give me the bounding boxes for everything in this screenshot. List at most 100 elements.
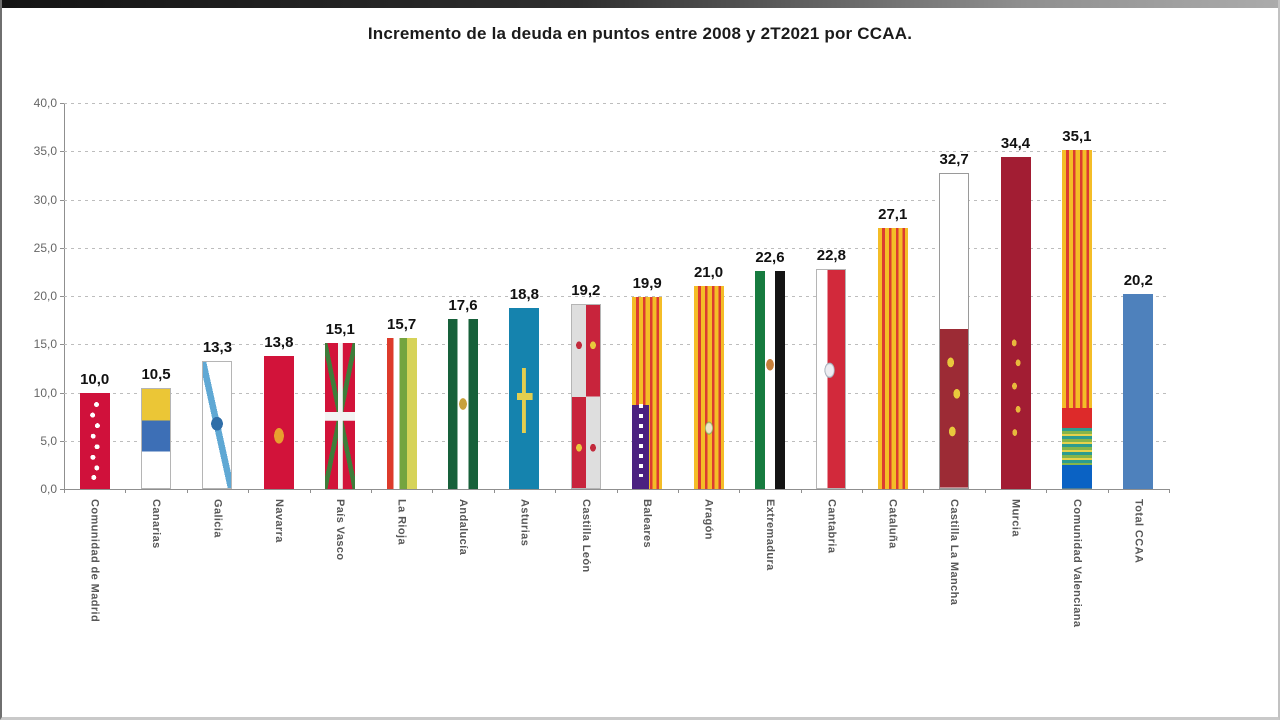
x-axis-tick [125, 489, 127, 493]
bar-column-valenciana: 35,1 Comunidad Valenciana [1046, 103, 1107, 627]
bar-value-label: 34,4 [1000, 135, 1031, 153]
bar-column-paisvasco: 15,1 País Vasco [310, 103, 371, 561]
y-axis-tick [60, 151, 64, 153]
bar-value-label: 19,9 [632, 274, 662, 292]
bar-column-castillalamancha: 32,7 Castilla La Mancha [923, 103, 984, 605]
gridline-30 [64, 199, 1169, 201]
x-axis-tick [1107, 489, 1109, 493]
y-tick-label: 40,0 [33, 96, 57, 110]
bar-value-label: 19,2 [571, 281, 601, 299]
bar-paisvasco [325, 343, 356, 489]
bar-asturias [509, 307, 540, 489]
x-axis-tick [739, 489, 741, 493]
bar-column-murcia: 34,4 Murcia [985, 103, 1046, 537]
y-axis-tick [60, 392, 64, 394]
bar-category-label: Castilla La Mancha [948, 499, 961, 606]
y-axis-tick [60, 103, 64, 104]
bar-column-andalucia: 17,6 Andalucía [432, 103, 493, 555]
bar-category-label: Castilla León [579, 499, 592, 573]
bar-column-total: 20,2 Total CCAA [1108, 103, 1169, 563]
bar-larioja [386, 337, 417, 489]
bar-cataluna [877, 227, 908, 489]
chart-title: Incremento de la deuda en puntos entre 2… [367, 24, 913, 43]
y-axis-tick [60, 247, 64, 249]
y-axis-tick [60, 344, 64, 346]
gridline-5 [64, 440, 1169, 442]
x-axis-tick [1046, 489, 1048, 493]
bar-valenciana [1061, 150, 1092, 489]
bar-category-label: Extremadura [763, 499, 776, 571]
x-axis-tick [370, 489, 372, 493]
bar-value-label: 27,1 [878, 205, 908, 223]
y-tick-label: 20,0 [33, 289, 57, 303]
bar-navarra [263, 355, 294, 489]
x-axis-tick [862, 489, 864, 493]
bar-value-label: 13,3 [202, 338, 233, 356]
bar-value-label: 20,2 [1123, 272, 1153, 290]
bar-aragon [693, 286, 724, 489]
bar-value-label: 21,0 [693, 264, 724, 282]
y-tick-label: 10,0 [33, 385, 57, 400]
bar-category-label: Cantabria [825, 499, 838, 554]
bar-column-galicia: 13,3 Galicia [187, 103, 248, 538]
x-axis-tick [677, 489, 679, 493]
y-tick-label: 15,0 [33, 337, 57, 352]
y-tick-label: 0,0 [40, 482, 57, 496]
bar-column-cantabria: 22,8 Cantabria [801, 103, 862, 553]
bar-column-larioja: 15,7 La Rioja [371, 103, 432, 545]
bar-value-label: 15,7 [387, 315, 417, 333]
bar-category-label: Murcia [1009, 499, 1022, 537]
bar-value-label: 22,8 [816, 246, 846, 264]
bar-value-label: 35,1 [1062, 128, 1092, 146]
x-axis-tick [248, 489, 250, 493]
bar-column-extremadura: 22,6 Extremadura [739, 103, 800, 571]
bar-value-label: 17,6 [448, 297, 478, 315]
y-tick-label: 5,0 [40, 433, 57, 448]
x-axis-tick [616, 489, 618, 493]
bar-galicia [202, 360, 233, 489]
bar-column-canarias: 10,5 Canarias [125, 103, 186, 549]
y-tick-label: 25,0 [33, 240, 57, 255]
y-axis-tick [60, 440, 64, 442]
bar-value-label: 18,8 [509, 285, 539, 303]
y-axis-tick [60, 199, 64, 201]
bar-total [1123, 294, 1154, 489]
gridline-20 [64, 296, 1169, 297]
gridline-40 [64, 103, 1169, 104]
bar-canarias [141, 387, 172, 489]
bar-value-label: 13,8 [264, 333, 294, 351]
gridline-15 [64, 344, 1169, 346]
bar-category-label: Total CCAA [1132, 499, 1145, 564]
bar-category-label: Canarias [150, 499, 163, 549]
x-axis-tick [984, 489, 986, 493]
bar-cantabria [816, 268, 847, 489]
bar-category-label: Galicia [211, 499, 224, 538]
bar-category-label: Asturias [518, 499, 531, 547]
bar-column-aragon: 21,0 Aragón [678, 103, 739, 540]
bar-column-madrid: 10,0 Comunidad de Madrid [64, 103, 125, 622]
gridline-35 [64, 151, 1169, 153]
bar-column-navarra: 13,8 Navarra [248, 103, 309, 543]
bar-value-label: 22,6 [755, 248, 785, 266]
x-axis-tick [555, 489, 557, 493]
bar-madrid [79, 392, 110, 489]
bar-extremadura [754, 270, 785, 489]
window-top-strip [2, 0, 1278, 8]
bar-value-label: 10,0 [80, 370, 110, 388]
y-axis-tick [60, 489, 64, 490]
x-axis-tick [64, 489, 65, 493]
bar-column-asturias: 18,8 Asturias [494, 103, 555, 546]
gridline-25 [64, 247, 1169, 249]
gridline-10 [64, 392, 1169, 394]
bar-category-label: Aragón [702, 499, 715, 540]
bar-column-cataluna: 27,1 Cataluña [862, 103, 923, 549]
bar-value-label: 15,1 [325, 321, 355, 339]
y-tick-label: 35,0 [33, 144, 57, 159]
x-axis-tick [493, 489, 495, 493]
x-axis-tick [923, 489, 925, 493]
x-axis-tick [186, 489, 188, 493]
bar-category-label: Comunidad Valenciana [1070, 499, 1083, 628]
bar-category-label: Comunidad de Madrid [88, 499, 101, 623]
bar-castillalamancha [939, 173, 970, 489]
